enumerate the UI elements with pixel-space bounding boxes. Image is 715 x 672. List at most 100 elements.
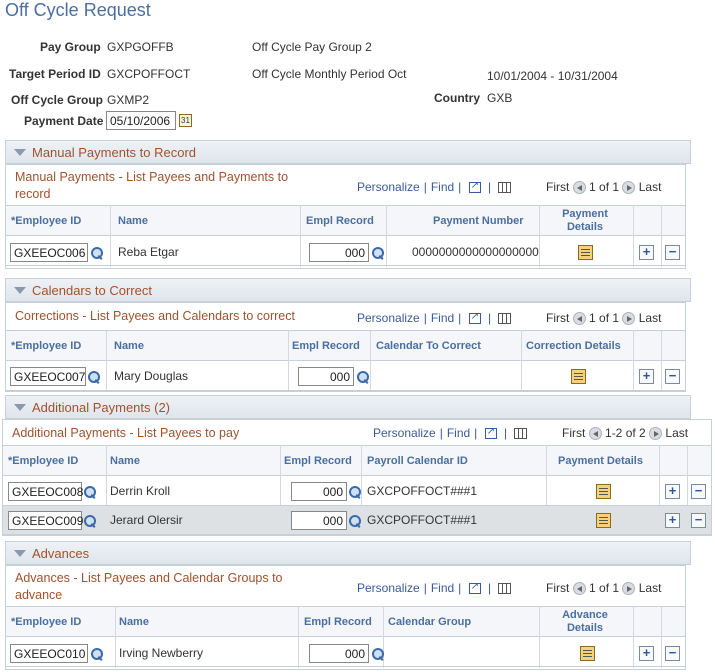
col-name: Name — [119, 616, 149, 628]
row-count: 1 of 1 — [589, 180, 620, 194]
employee-id-input[interactable]: GXEEOC008 — [8, 482, 83, 501]
lookup-icon[interactable] — [91, 648, 103, 660]
lookup-icon[interactable] — [372, 247, 384, 259]
manual-payments-section-header[interactable]: Manual Payments to Record — [5, 140, 691, 164]
payroll-calendar-id: GXCPOFFOCT###1 — [367, 513, 478, 527]
employee-id-input[interactable]: GXEEOC007 — [10, 367, 86, 386]
personalize-link[interactable]: Personalize — [357, 581, 420, 595]
find-link[interactable]: Find — [446, 426, 471, 440]
delete-row-button[interactable]: − — [665, 646, 680, 661]
add-row-button[interactable]: + — [665, 484, 680, 499]
add-row-button[interactable]: + — [639, 245, 654, 260]
view-all-icon[interactable] — [468, 180, 481, 194]
download-icon[interactable] — [498, 583, 512, 595]
first-label: First — [546, 311, 570, 325]
prev-arrow-icon[interactable] — [572, 181, 586, 195]
additional-payments-section-header[interactable]: Additional Payments (2) — [5, 395, 691, 419]
next-arrow-icon[interactable] — [622, 312, 636, 326]
personalize-link[interactable]: Personalize — [357, 180, 420, 194]
details-icon[interactable] — [571, 369, 586, 384]
table-row: GXEEOC007 Mary Douglas 000 + − — [6, 362, 685, 391]
lookup-icon[interactable] — [84, 515, 96, 527]
first-label: First — [562, 426, 586, 440]
col-payment-details: Payment Details — [562, 208, 608, 233]
find-link[interactable]: Find — [430, 180, 455, 194]
lookup-icon[interactable] — [349, 515, 361, 527]
col-empl-record: Empl Record — [284, 455, 352, 467]
employee-id-input[interactable]: GXEEOC009 — [8, 511, 83, 530]
col-employee-id: *Employee ID — [11, 215, 82, 227]
view-all-icon[interactable] — [468, 581, 481, 595]
employee-id-input[interactable]: GXEEOC006 — [10, 243, 88, 262]
personalize-link[interactable]: Personalize — [373, 426, 436, 440]
download-icon[interactable] — [514, 428, 528, 440]
pay-group-code: GXPGOFFB — [107, 40, 174, 54]
find-link[interactable]: Find — [430, 311, 455, 325]
details-icon[interactable] — [596, 513, 611, 528]
target-period-range: 10/01/2004 - 10/31/2004 — [487, 69, 618, 83]
last-label: Last — [638, 180, 662, 194]
empl-record-input[interactable]: 000 — [309, 243, 369, 262]
advances-section-header[interactable]: Advances — [5, 541, 691, 565]
advances-grid: Advances - List Payees and Calendar Grou… — [5, 565, 686, 670]
section-title: Additional Payments (2) — [32, 400, 171, 415]
last-label: Last — [665, 426, 689, 440]
section-title: Manual Payments to Record — [32, 145, 197, 160]
page-title: Off Cycle Request — [5, 0, 151, 20]
table-row: GXEEOC010 Irving Newberry 000 + − — [6, 638, 685, 667]
table-row: GXEEOC008 Derrin Kroll 000 GXCPOFFOCT###… — [3, 477, 711, 506]
lookup-icon[interactable] — [88, 371, 100, 383]
prev-arrow-icon[interactable] — [588, 427, 602, 441]
personalize-link[interactable]: Personalize — [357, 311, 420, 325]
payroll-calendar-id: GXCPOFFOCT###1 — [367, 484, 478, 498]
download-icon[interactable] — [498, 182, 512, 194]
prev-arrow-icon[interactable] — [572, 312, 586, 326]
empl-record-input[interactable]: 000 — [298, 367, 354, 386]
empl-record-input[interactable]: 000 — [291, 511, 347, 530]
find-link[interactable]: Find — [430, 581, 455, 595]
details-icon[interactable] — [596, 484, 611, 499]
lookup-icon[interactable] — [357, 371, 369, 383]
payment-date-input[interactable]: 05/10/2006 — [106, 111, 176, 130]
next-arrow-icon[interactable] — [622, 181, 636, 195]
delete-row-button[interactable]: − — [665, 245, 680, 260]
calendar-icon[interactable]: 31 — [179, 114, 192, 127]
lookup-icon[interactable] — [84, 486, 96, 498]
add-row-button[interactable]: + — [639, 646, 654, 661]
download-icon[interactable] — [498, 313, 512, 325]
prev-arrow-icon[interactable] — [572, 582, 586, 596]
calendars-section-header[interactable]: Calendars to Correct — [5, 278, 691, 302]
delete-row-button[interactable]: − — [665, 369, 680, 384]
add-row-button[interactable]: + — [639, 369, 654, 384]
empl-record-input[interactable]: 000 — [309, 644, 369, 663]
col-payment-details: Payment Details — [558, 455, 643, 467]
lookup-icon[interactable] — [91, 247, 103, 259]
details-icon[interactable] — [578, 245, 593, 260]
grid-title: Advances - List Payees and Calendar Grou… — [15, 571, 283, 602]
country-label: Country — [434, 91, 480, 105]
payment-date-label: Payment Date — [24, 114, 104, 128]
col-employee-id: *Employee ID — [8, 455, 79, 467]
col-payroll-calendar-id: Payroll Calendar ID — [367, 455, 468, 467]
collapse-triangle-icon — [14, 149, 26, 156]
employee-id-input[interactable]: GXEEOC010 — [10, 644, 88, 663]
next-arrow-icon[interactable] — [649, 427, 663, 441]
lookup-icon[interactable] — [372, 648, 384, 660]
view-all-icon[interactable] — [484, 426, 497, 440]
empl-record-input[interactable]: 000 — [291, 482, 347, 501]
next-arrow-icon[interactable] — [622, 582, 636, 596]
row-count: 1 of 1 — [589, 581, 620, 595]
table-row: GXEEOC006 Reba Etgar 000 000000000000000… — [6, 237, 685, 266]
delete-row-button[interactable]: − — [691, 513, 706, 528]
view-all-icon[interactable] — [468, 311, 481, 325]
details-icon[interactable] — [580, 646, 595, 661]
delete-row-button[interactable]: − — [691, 484, 706, 499]
col-advance-details: Advance Details — [562, 609, 608, 634]
table-row: GXEEOC009 Jerard Olersir 000 GXCPOFFOCT#… — [3, 506, 711, 535]
collapse-triangle-icon — [14, 404, 26, 411]
lookup-icon[interactable] — [349, 486, 361, 498]
row-count: 1-2 of 2 — [605, 426, 646, 440]
employee-name: Derrin Kroll — [110, 484, 171, 498]
employee-name: Mary Douglas — [114, 369, 189, 383]
add-row-button[interactable]: + — [665, 513, 680, 528]
